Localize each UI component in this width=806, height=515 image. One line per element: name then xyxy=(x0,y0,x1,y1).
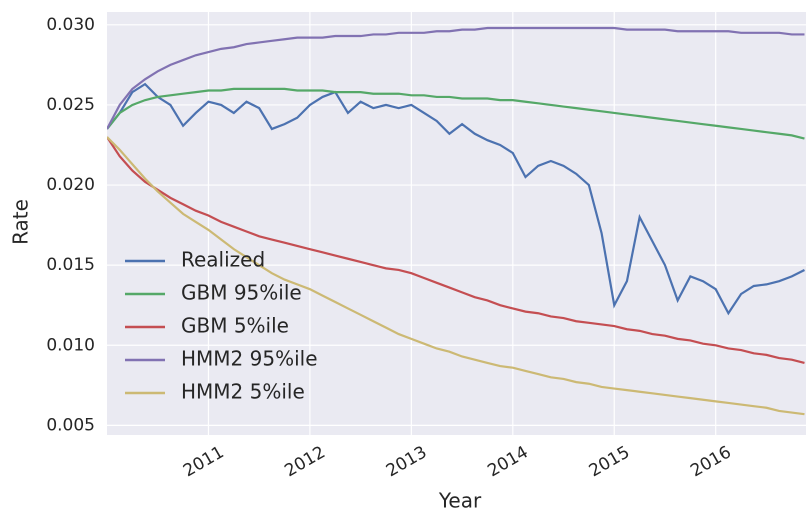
x-tick-label: 2011 xyxy=(180,442,227,481)
series-line xyxy=(107,136,805,364)
plot-area xyxy=(107,12,806,435)
x-tick-label: 2012 xyxy=(281,442,328,481)
x-tick-label: 2016 xyxy=(687,442,734,481)
legend-label: GBM 95%ile xyxy=(181,281,302,305)
series-line xyxy=(107,26,805,130)
legend-label: GBM 5%ile xyxy=(181,314,289,338)
series-line xyxy=(107,136,805,416)
x-tick-label: 2015 xyxy=(586,442,633,481)
legend-label: HMM2 5%ile xyxy=(181,380,305,404)
y-tick-label: 0.015 xyxy=(46,255,95,275)
series-line xyxy=(107,87,805,140)
y-tick-label: 0.025 xyxy=(46,95,95,115)
series-line xyxy=(107,82,805,316)
y-tick-label: 0.020 xyxy=(46,175,95,195)
legend-label: Realized xyxy=(181,248,265,272)
x-axis-label: Year xyxy=(438,489,482,513)
y-tick-label: 0.005 xyxy=(46,415,95,435)
x-tick-label: 2014 xyxy=(484,442,531,481)
y-tick-label: 0.030 xyxy=(46,15,95,35)
legend-label: HMM2 95%ile xyxy=(181,347,318,371)
y-axis-label: Rate xyxy=(9,199,33,245)
y-tick-label: 0.010 xyxy=(46,335,95,355)
x-tick-label: 2013 xyxy=(383,442,430,481)
